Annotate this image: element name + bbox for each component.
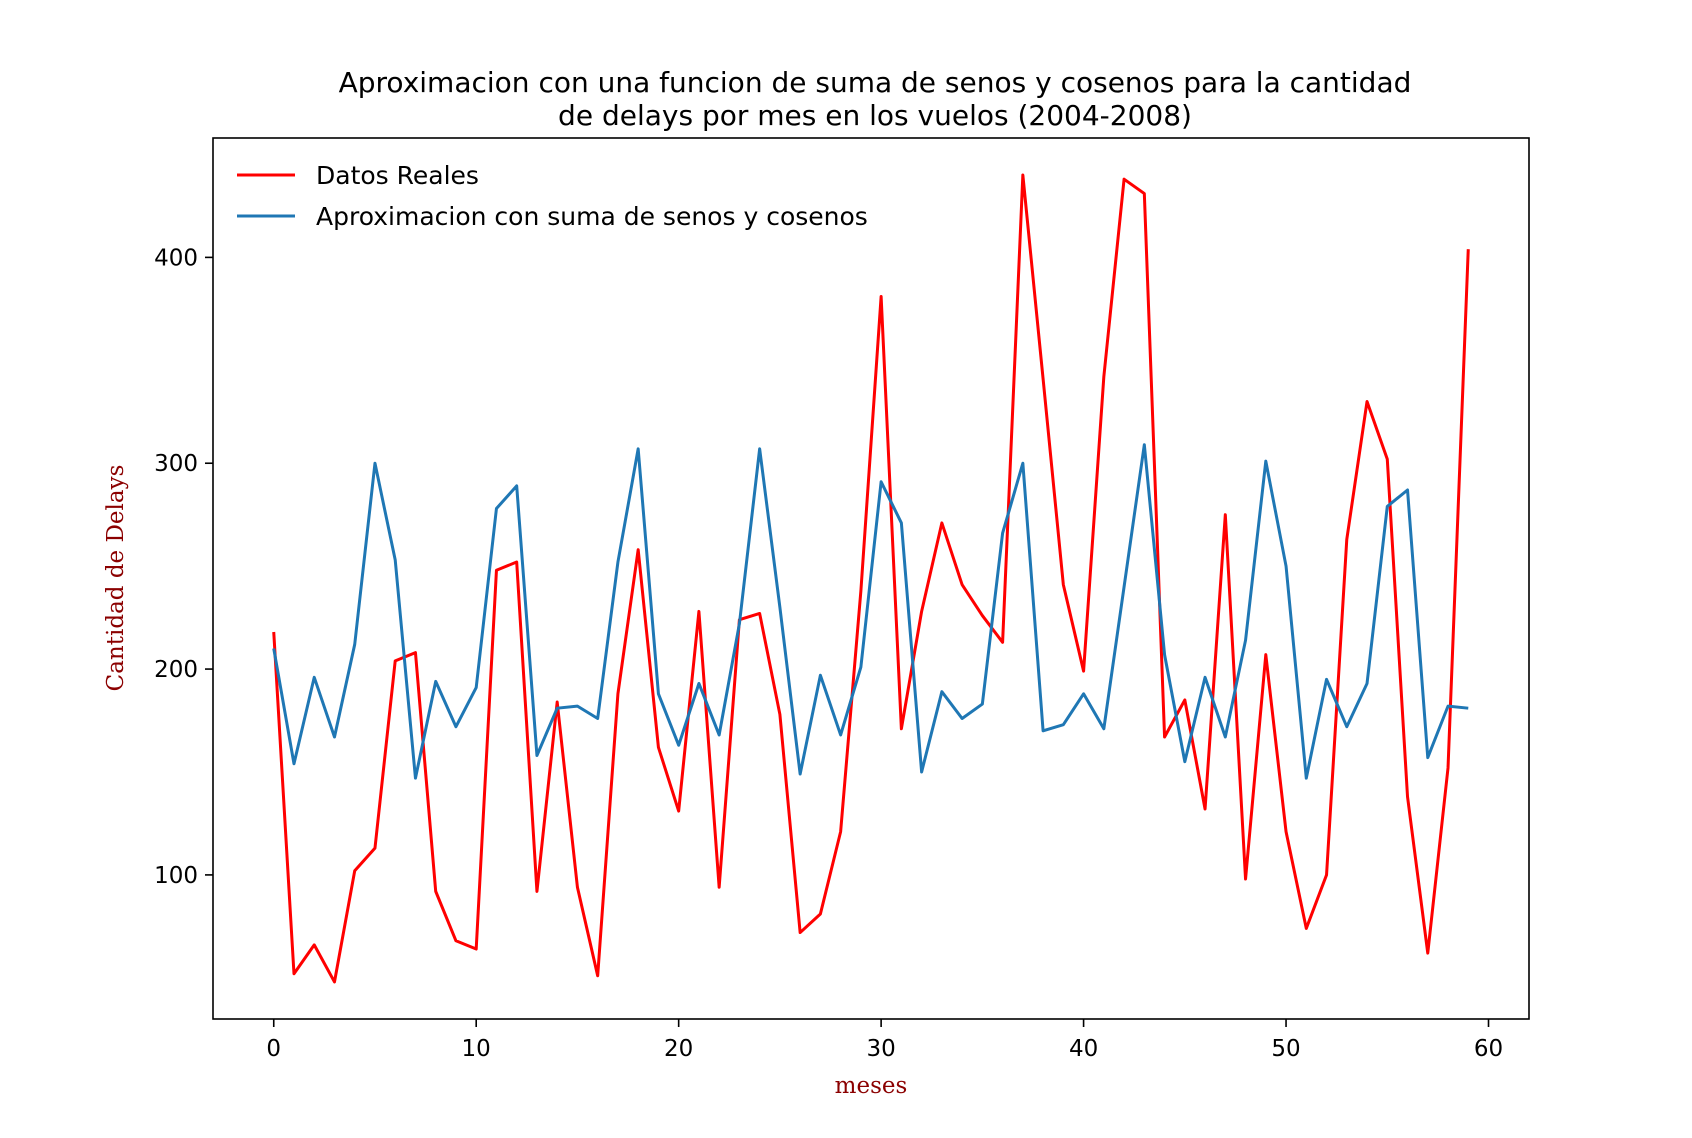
x-axis: 0 10 20 30 40 50 60	[266, 1019, 1503, 1062]
y-tick-label: 400	[154, 245, 198, 271]
y-tick-label: 100	[154, 863, 198, 889]
y-axis: 100 200 300 400	[154, 245, 213, 889]
x-tick-label: 20	[664, 1036, 693, 1062]
legend: Datos Reales Aproximacion con suma de se…	[237, 161, 868, 231]
x-tick-label: 50	[1271, 1036, 1300, 1062]
chart-title-line-1: Aproximacion con una funcion de suma de …	[339, 66, 1412, 99]
legend-label-aproximacion: Aproximacion con suma de senos y cosenos	[316, 202, 868, 231]
x-tick-label: 30	[866, 1036, 895, 1062]
x-axis-label: meses	[835, 1073, 908, 1099]
plot-frame	[212, 137, 1530, 1020]
x-tick-label: 0	[266, 1036, 281, 1062]
x-tick-label: 40	[1069, 1036, 1098, 1062]
series-line-datos-reales	[272, 173, 1470, 984]
x-tick-label: 60	[1474, 1036, 1503, 1062]
chart-title-line-2: de delays por mes en los vuelos (2004-20…	[558, 99, 1192, 132]
series-layer	[272, 173, 1470, 984]
y-axis-label: Cantidad de Delays	[103, 465, 129, 692]
series-line-aproximacion	[272, 443, 1469, 780]
y-tick-label: 200	[154, 657, 198, 683]
y-tick-label: 300	[154, 451, 198, 477]
legend-label-datos-reales: Datos Reales	[316, 161, 479, 190]
x-tick-label: 10	[462, 1036, 491, 1062]
